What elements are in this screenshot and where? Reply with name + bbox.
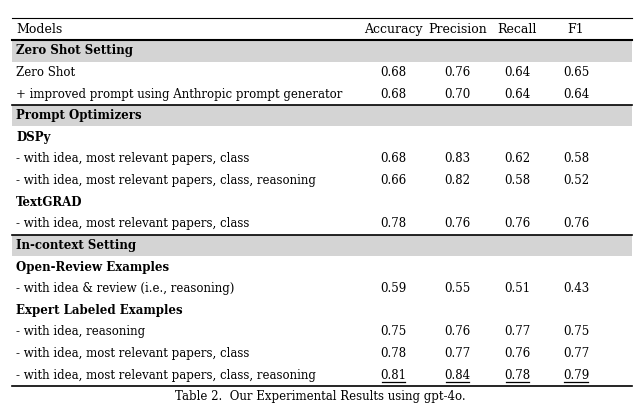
Text: - with idea, most relevant papers, class: - with idea, most relevant papers, class [16, 153, 250, 165]
Text: 0.64: 0.64 [563, 88, 589, 100]
Text: 0.76: 0.76 [563, 217, 589, 230]
Text: 0.79: 0.79 [563, 369, 589, 381]
Text: 0.81: 0.81 [381, 369, 406, 381]
Text: - with idea & review (i.e., reasoning): - with idea & review (i.e., reasoning) [16, 282, 234, 295]
Text: 0.55: 0.55 [444, 282, 471, 295]
Text: Accuracy: Accuracy [364, 23, 423, 35]
Text: In-context Setting: In-context Setting [16, 239, 136, 252]
Text: 0.64: 0.64 [504, 88, 531, 100]
Text: 0.76: 0.76 [444, 66, 471, 79]
Text: Prompt Optimizers: Prompt Optimizers [16, 109, 141, 122]
Text: 0.77: 0.77 [563, 347, 589, 360]
Text: 0.76: 0.76 [504, 217, 531, 230]
Text: 0.78: 0.78 [381, 217, 406, 230]
Bar [12, 105, 632, 126]
Text: 0.76: 0.76 [444, 217, 471, 230]
Text: - with idea, reasoning: - with idea, reasoning [16, 326, 145, 338]
Text: 0.68: 0.68 [381, 153, 406, 165]
Text: 0.84: 0.84 [445, 369, 470, 381]
Text: 0.58: 0.58 [563, 153, 589, 165]
Text: 0.70: 0.70 [444, 88, 471, 100]
Text: 0.78: 0.78 [504, 369, 530, 381]
Bar [12, 40, 632, 62]
Text: 0.76: 0.76 [504, 347, 531, 360]
Text: - with idea, most relevant papers, class: - with idea, most relevant papers, class [16, 347, 250, 360]
Text: + improved prompt using Anthropic prompt generator: + improved prompt using Anthropic prompt… [16, 88, 342, 100]
Text: 0.68: 0.68 [381, 88, 406, 100]
Text: 0.62: 0.62 [504, 153, 530, 165]
Text: 0.64: 0.64 [504, 66, 531, 79]
Text: 0.51: 0.51 [504, 282, 530, 295]
Text: Zero Shot: Zero Shot [16, 66, 75, 79]
Text: 0.77: 0.77 [504, 326, 531, 338]
Text: TextGRAD: TextGRAD [16, 196, 83, 208]
Text: 0.65: 0.65 [563, 66, 589, 79]
Text: 0.75: 0.75 [563, 326, 589, 338]
Bar [12, 235, 632, 256]
Text: Models: Models [16, 23, 62, 35]
Text: 0.78: 0.78 [381, 347, 406, 360]
Text: Precision: Precision [428, 23, 487, 35]
Text: 0.58: 0.58 [504, 174, 530, 187]
Text: F1: F1 [568, 23, 584, 35]
Text: Table 2.  Our Experimental Results using gpt-4o.: Table 2. Our Experimental Results using … [175, 390, 465, 403]
Text: 0.77: 0.77 [444, 347, 471, 360]
Text: DSPy: DSPy [16, 131, 51, 144]
Text: 0.82: 0.82 [445, 174, 470, 187]
Text: Expert Labeled Examples: Expert Labeled Examples [16, 304, 182, 317]
Text: 0.66: 0.66 [380, 174, 407, 187]
Text: Open-Review Examples: Open-Review Examples [16, 261, 169, 273]
Text: 0.52: 0.52 [563, 174, 589, 187]
Text: - with idea, most relevant papers, class, reasoning: - with idea, most relevant papers, class… [16, 174, 316, 187]
Text: Recall: Recall [497, 23, 537, 35]
Text: 0.76: 0.76 [444, 326, 471, 338]
Text: - with idea, most relevant papers, class, reasoning: - with idea, most relevant papers, class… [16, 369, 316, 381]
Text: 0.83: 0.83 [445, 153, 470, 165]
Text: 0.59: 0.59 [380, 282, 407, 295]
Text: 0.68: 0.68 [381, 66, 406, 79]
Text: 0.43: 0.43 [563, 282, 589, 295]
Text: Zero Shot Setting: Zero Shot Setting [16, 44, 133, 57]
Text: - with idea, most relevant papers, class: - with idea, most relevant papers, class [16, 217, 250, 230]
Text: 0.75: 0.75 [380, 326, 407, 338]
